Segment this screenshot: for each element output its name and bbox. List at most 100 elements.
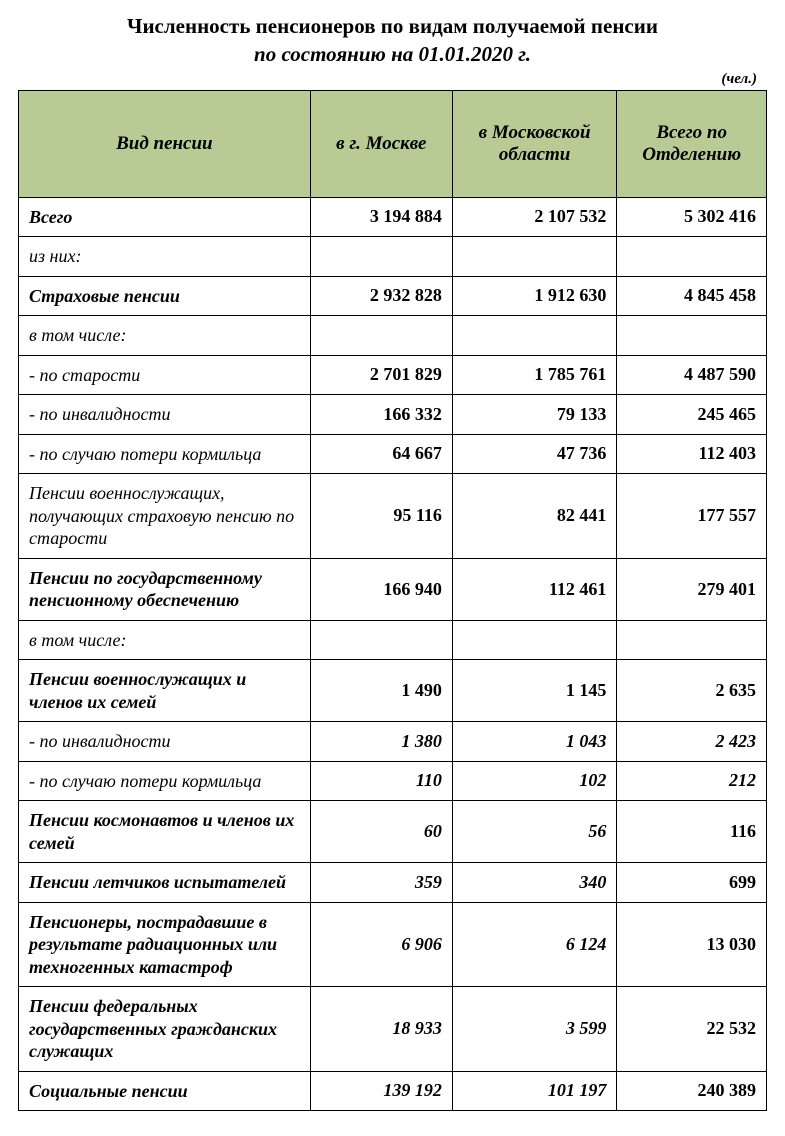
- table-row: Страховые пенсии2 932 8281 912 6304 845 …: [19, 276, 767, 316]
- table-row: - по старости2 701 8291 785 7614 487 590: [19, 355, 767, 395]
- cell-moscow: 3 194 884: [310, 197, 452, 237]
- cell-oblast: 3 599: [452, 987, 617, 1072]
- table-row: Всего3 194 8842 107 5325 302 416: [19, 197, 767, 237]
- cell-moscow: 2 932 828: [310, 276, 452, 316]
- cell-total: 279 401: [617, 558, 767, 620]
- col-header-moscow: в г. Москве: [310, 90, 452, 197]
- row-label: Пенсии по государственному пенсионному о…: [19, 558, 311, 620]
- cell-oblast: 112 461: [452, 558, 617, 620]
- row-label: Пенсии летчиков испытателей: [19, 863, 311, 903]
- cell-oblast: 47 736: [452, 434, 617, 474]
- table-row: в том числе:: [19, 620, 767, 660]
- table-row: Пенсии космонавтов и членов их семей6056…: [19, 801, 767, 863]
- cell-total: [617, 316, 767, 356]
- cell-oblast: 1 785 761: [452, 355, 617, 395]
- cell-moscow: 359: [310, 863, 452, 903]
- cell-moscow: 95 116: [310, 474, 452, 559]
- cell-total: [617, 237, 767, 277]
- table-row: Пенсионеры, пострадавшие в результате ра…: [19, 902, 767, 987]
- row-label: Пенсии военнослужащих, получающих страхо…: [19, 474, 311, 559]
- cell-oblast: 1 043: [452, 722, 617, 762]
- cell-oblast: [452, 620, 617, 660]
- table-row: Пенсии военнослужащих, получающих страхо…: [19, 474, 767, 559]
- cell-moscow: 60: [310, 801, 452, 863]
- cell-moscow: 110: [310, 761, 452, 801]
- table-row: в том числе:: [19, 316, 767, 356]
- cell-total: 116: [617, 801, 767, 863]
- table-row: - по случаю потери кормильца110102212: [19, 761, 767, 801]
- cell-oblast: 340: [452, 863, 617, 903]
- cell-moscow: 18 933: [310, 987, 452, 1072]
- cell-oblast: [452, 316, 617, 356]
- cell-oblast: 82 441: [452, 474, 617, 559]
- cell-total: 212: [617, 761, 767, 801]
- cell-oblast: 2 107 532: [452, 197, 617, 237]
- row-label: Пенсии военнослужащих и членов их семей: [19, 660, 311, 722]
- pension-table: Вид пенсии в г. Москве в Московской обла…: [18, 90, 767, 1112]
- table-header-row: Вид пенсии в г. Москве в Московской обла…: [19, 90, 767, 197]
- cell-moscow: 1 490: [310, 660, 452, 722]
- cell-total: 5 302 416: [617, 197, 767, 237]
- cell-oblast: 1 912 630: [452, 276, 617, 316]
- col-header-type: Вид пенсии: [19, 90, 311, 197]
- page-title: Численность пенсионеров по видам получае…: [18, 12, 767, 40]
- row-label: Социальные пенсии: [19, 1071, 311, 1111]
- cell-total: [617, 620, 767, 660]
- table-row: - по инвалидности166 33279 133245 465: [19, 395, 767, 435]
- row-label: - по инвалидности: [19, 395, 311, 435]
- page-subtitle: по состоянию на 01.01.2020 г.: [18, 40, 767, 68]
- table-row: из них:: [19, 237, 767, 277]
- cell-moscow: 64 667: [310, 434, 452, 474]
- table-row: - по инвалидности1 3801 0432 423: [19, 722, 767, 762]
- cell-moscow: [310, 620, 452, 660]
- cell-moscow: 166 332: [310, 395, 452, 435]
- cell-oblast: 102: [452, 761, 617, 801]
- unit-label: (чел.): [18, 71, 767, 88]
- cell-total: 13 030: [617, 902, 767, 987]
- cell-total: 177 557: [617, 474, 767, 559]
- cell-moscow: [310, 237, 452, 277]
- cell-oblast: 79 133: [452, 395, 617, 435]
- cell-oblast: 1 145: [452, 660, 617, 722]
- cell-total: 22 532: [617, 987, 767, 1072]
- cell-moscow: 2 701 829: [310, 355, 452, 395]
- row-label: Пенсии федеральных государственных гражд…: [19, 987, 311, 1072]
- cell-moscow: 6 906: [310, 902, 452, 987]
- row-label: Всего: [19, 197, 311, 237]
- row-label: из них:: [19, 237, 311, 277]
- cell-moscow: 166 940: [310, 558, 452, 620]
- cell-total: 2 423: [617, 722, 767, 762]
- row-label: - по случаю потери кормильца: [19, 434, 311, 474]
- row-label: Пенсии космонавтов и членов их семей: [19, 801, 311, 863]
- cell-oblast: 56: [452, 801, 617, 863]
- cell-total: 112 403: [617, 434, 767, 474]
- row-label: Страховые пенсии: [19, 276, 311, 316]
- col-header-oblast: в Московской области: [452, 90, 617, 197]
- cell-total: 4 487 590: [617, 355, 767, 395]
- cell-moscow: [310, 316, 452, 356]
- cell-total: 2 635: [617, 660, 767, 722]
- row-label: в том числе:: [19, 316, 311, 356]
- cell-oblast: 6 124: [452, 902, 617, 987]
- cell-total: 245 465: [617, 395, 767, 435]
- table-row: Пенсии по государственному пенсионному о…: [19, 558, 767, 620]
- cell-total: 240 389: [617, 1071, 767, 1111]
- table-row: Социальные пенсии139 192101 197240 389: [19, 1071, 767, 1111]
- row-label: - по случаю потери кормильца: [19, 761, 311, 801]
- table-row: Пенсии федеральных государственных гражд…: [19, 987, 767, 1072]
- table-row: Пенсии военнослужащих и членов их семей1…: [19, 660, 767, 722]
- table-row: Пенсии летчиков испытателей359340699: [19, 863, 767, 903]
- cell-total: 4 845 458: [617, 276, 767, 316]
- cell-moscow: 139 192: [310, 1071, 452, 1111]
- cell-total: 699: [617, 863, 767, 903]
- cell-oblast: [452, 237, 617, 277]
- row-label: - по старости: [19, 355, 311, 395]
- row-label: Пенсионеры, пострадавшие в результате ра…: [19, 902, 311, 987]
- table-body: Всего3 194 8842 107 5325 302 416из них:С…: [19, 197, 767, 1111]
- cell-oblast: 101 197: [452, 1071, 617, 1111]
- table-row: - по случаю потери кормильца64 66747 736…: [19, 434, 767, 474]
- row-label: - по инвалидности: [19, 722, 311, 762]
- cell-moscow: 1 380: [310, 722, 452, 762]
- row-label: в том числе:: [19, 620, 311, 660]
- col-header-total: Всего по Отделению: [617, 90, 767, 197]
